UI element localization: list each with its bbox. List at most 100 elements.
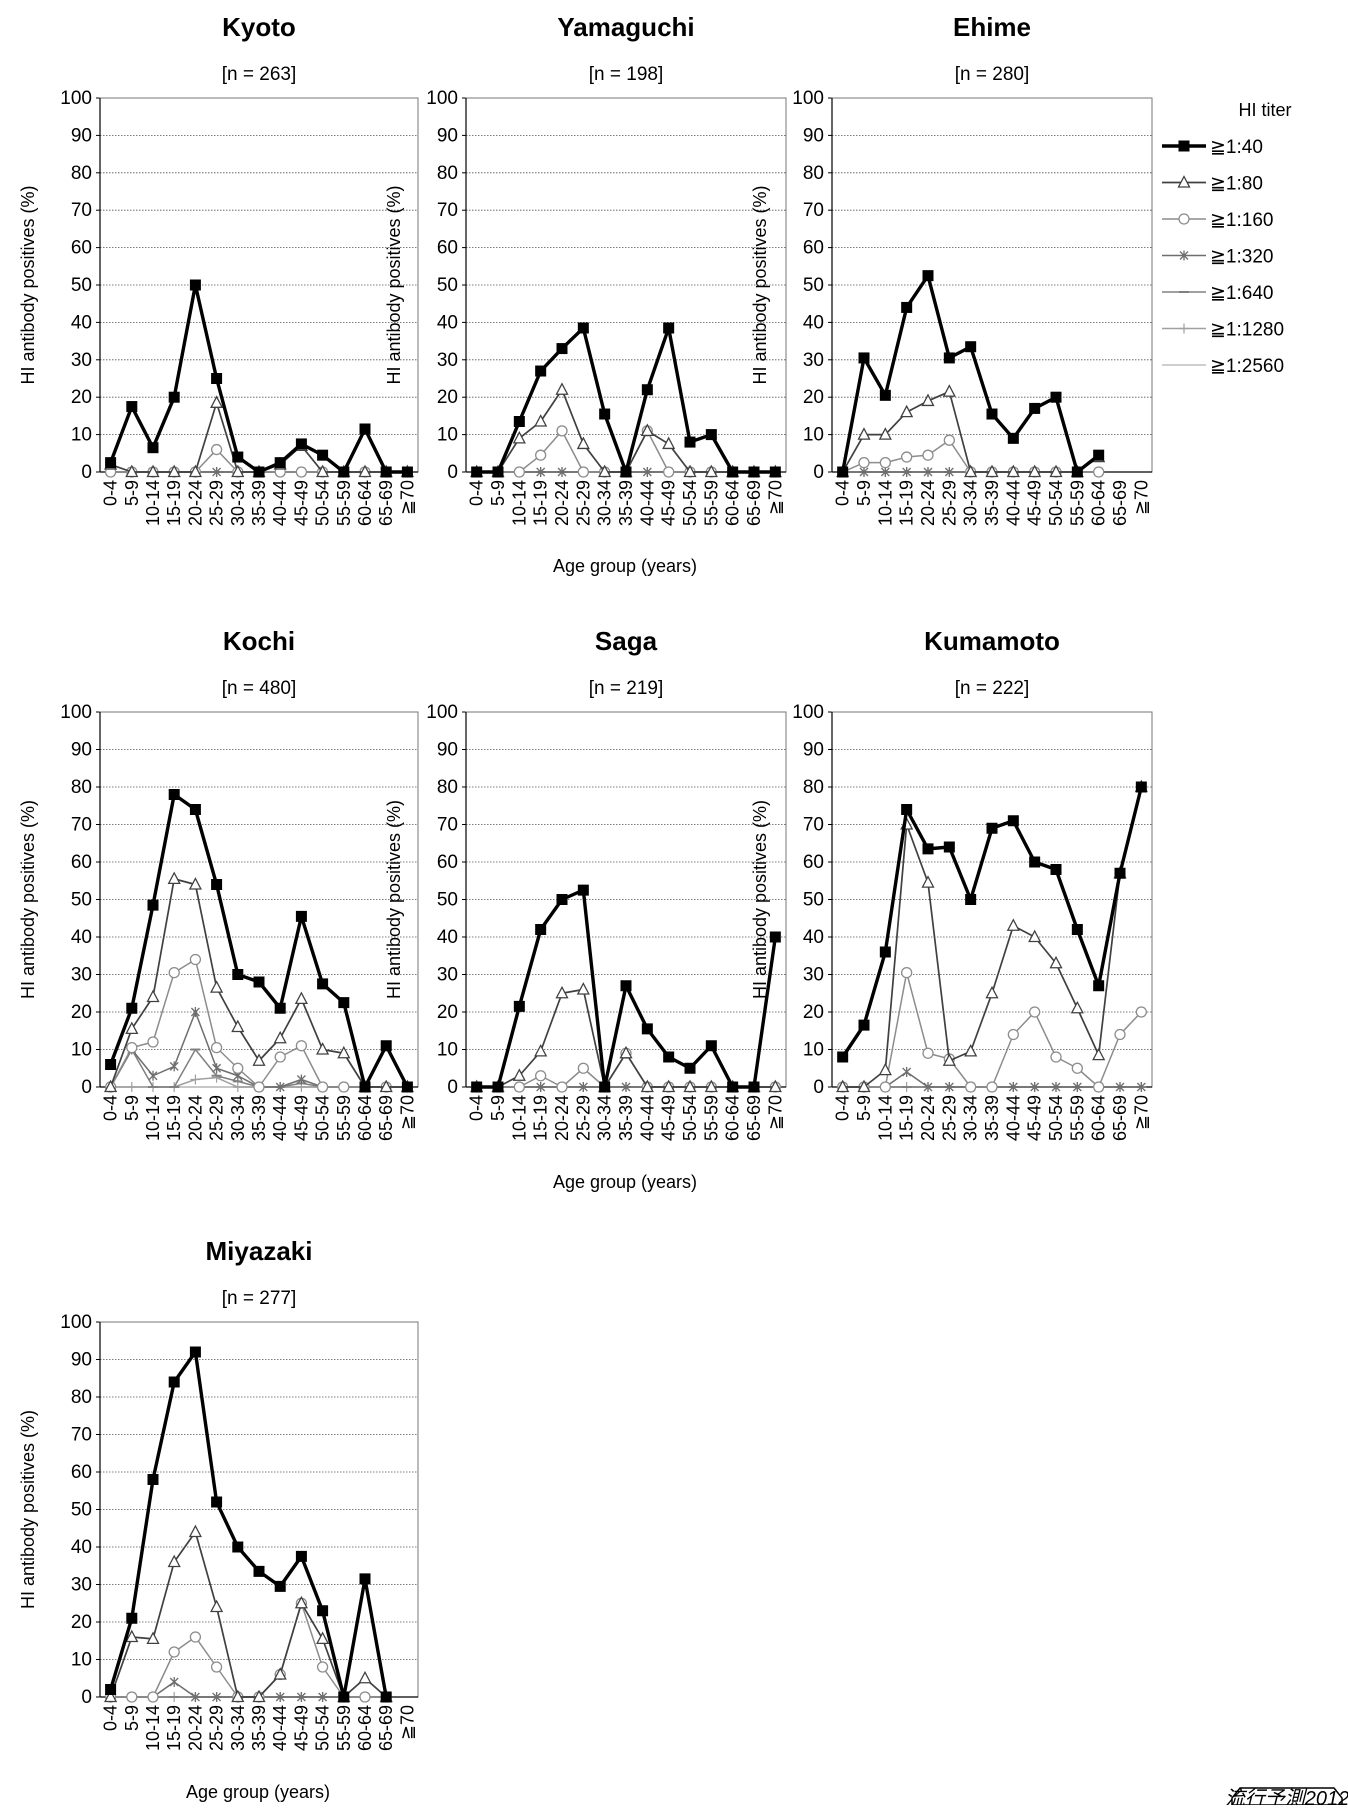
x-tick-label: 20-24 — [185, 1705, 205, 1751]
data-point — [252, 1689, 266, 1703]
y-axis-title: HI antibody positives (%) — [18, 185, 38, 384]
data-point — [359, 1691, 371, 1703]
data-point — [577, 466, 589, 478]
legend-title: HI titer — [1238, 100, 1291, 120]
data-point — [190, 1007, 200, 1017]
legend-swatch-marker — [1178, 213, 1190, 225]
y-tick-label: 10 — [437, 425, 458, 446]
data-point — [879, 389, 891, 401]
x-tick-label: 15-19 — [164, 480, 184, 526]
y-tick-label: 20 — [803, 1002, 824, 1023]
y-tick-label: 80 — [803, 777, 824, 798]
data-point — [837, 466, 849, 478]
data-point — [168, 391, 180, 403]
data-point — [1028, 464, 1042, 478]
x-tick-label: 40-44 — [270, 480, 290, 526]
x-tick-label: 20-24 — [918, 480, 938, 526]
x-tick-label: 30-34 — [961, 480, 981, 526]
series-line — [110, 401, 408, 473]
x-tick-label: 15-19 — [531, 480, 551, 526]
data-point — [126, 1082, 137, 1092]
data-point — [1006, 464, 1020, 478]
x-tick-label: 10-14 — [509, 480, 529, 526]
y-tick-label: 40 — [437, 927, 458, 948]
data-point — [380, 1691, 392, 1703]
y-tick-label: 100 — [426, 702, 458, 723]
legend-label: ≧1:1280 — [1210, 320, 1284, 341]
data-point — [211, 1072, 222, 1083]
data-point — [126, 1002, 138, 1014]
data-point — [943, 434, 955, 446]
series-0 — [105, 279, 413, 478]
data-point — [640, 1079, 654, 1093]
data-point — [923, 1082, 933, 1092]
x-tick-label: 60-64 — [355, 1705, 375, 1751]
data-point — [1135, 1006, 1147, 1018]
x-tick-label: 40-44 — [270, 1095, 290, 1141]
data-point — [620, 466, 632, 478]
data-point — [1071, 1062, 1083, 1074]
x-tick-label: ≧70 — [1131, 480, 1151, 515]
data-point — [1049, 955, 1063, 969]
data-point — [858, 352, 870, 364]
data-point — [296, 1074, 306, 1085]
data-point — [535, 1070, 547, 1082]
y-tick-label: 40 — [71, 312, 92, 333]
y-tick-label: 20 — [71, 1612, 92, 1633]
series-1 — [104, 395, 414, 478]
y-tick-label: 80 — [71, 777, 92, 798]
data-point — [1007, 1028, 1019, 1041]
data-point — [492, 1081, 504, 1093]
data-point — [1029, 1006, 1041, 1018]
x-tick-label: 65-69 — [744, 1095, 764, 1141]
y-tick-label: 100 — [792, 88, 824, 109]
data-point — [1071, 466, 1083, 478]
data-point — [189, 1631, 202, 1643]
y-tick-label: 50 — [71, 275, 92, 296]
chart-subtitle: [n = 277] — [222, 1288, 296, 1309]
data-point — [858, 1019, 870, 1031]
y-axis-title: HI antibody positives (%) — [18, 1410, 38, 1609]
data-point — [663, 322, 675, 334]
data-point — [705, 1040, 717, 1052]
data-point — [1050, 864, 1062, 875]
data-point — [535, 449, 547, 461]
data-point — [317, 449, 329, 461]
data-point — [105, 1684, 117, 1695]
data-point — [921, 875, 935, 888]
x-tick-label: 55-59 — [701, 1095, 721, 1141]
data-point — [126, 1691, 138, 1703]
data-point — [837, 1051, 849, 1063]
data-point — [943, 841, 955, 853]
data-point — [252, 1053, 266, 1066]
y-tick-label: 10 — [803, 1040, 824, 1061]
x-tick-label: 50-54 — [313, 480, 333, 526]
x-tick-label: 55-59 — [334, 1095, 354, 1141]
x-tick-label: 5-9 — [488, 1095, 508, 1121]
y-tick-label: 50 — [71, 1500, 92, 1521]
data-point — [317, 978, 329, 990]
x-tick-label: 10-14 — [875, 1095, 895, 1141]
data-point — [190, 1692, 200, 1702]
x-tick-label: 10-14 — [509, 1095, 529, 1141]
y-tick-label: 100 — [60, 702, 92, 723]
data-point — [704, 464, 718, 478]
series-1 — [470, 382, 782, 478]
legend-label: ≧1:80 — [1210, 174, 1263, 195]
legend-swatch-marker — [1179, 250, 1189, 261]
x-tick-label: ≧70 — [1131, 1095, 1151, 1130]
chart-title: Miyazaki — [206, 1236, 313, 1266]
y-tick-label: 70 — [803, 200, 824, 221]
data-point — [358, 464, 372, 478]
y-tick-label: 60 — [803, 852, 824, 873]
data-point — [943, 352, 955, 364]
x-tick-label: 55-59 — [701, 480, 721, 526]
y-tick-label: 90 — [437, 125, 458, 146]
data-point — [662, 436, 676, 450]
data-point — [769, 466, 781, 478]
data-point — [167, 464, 181, 478]
legend-label: ≧1:40 — [1210, 137, 1263, 158]
data-point — [880, 467, 890, 477]
data-point — [704, 1079, 718, 1093]
x-tick-label: 65-69 — [1110, 480, 1130, 526]
